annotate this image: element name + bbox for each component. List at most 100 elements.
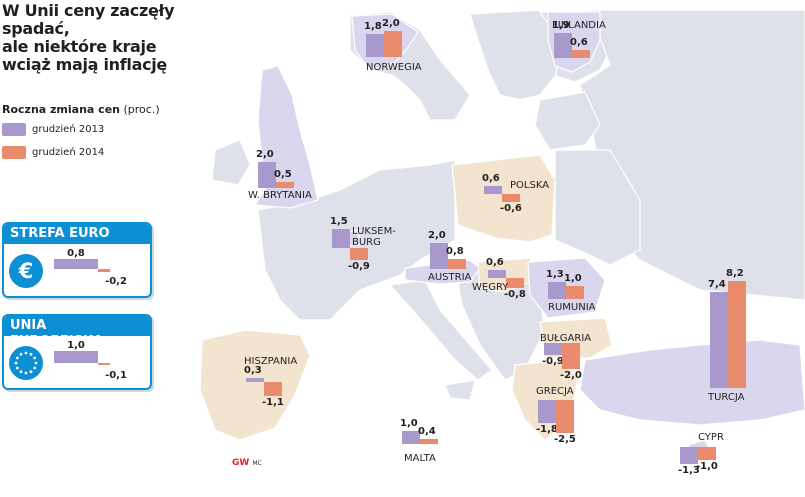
country-label-line: MALTA	[404, 453, 436, 464]
author-initials: MC	[252, 459, 262, 467]
legend-item-2014: grudzień 2014	[2, 146, 104, 159]
bar-bułgaria-2013	[544, 343, 562, 355]
bar-austria-2014	[448, 258, 466, 269]
country-label-luksem-burg: LUKSEM- BURG	[352, 226, 396, 248]
bar-grecja-2014	[556, 400, 574, 433]
value-cypr-2014: -1,0	[696, 461, 718, 472]
legend-swatch-2013	[2, 123, 26, 136]
value-turcja-2013: 7,4	[708, 278, 726, 290]
country-label-line: CYPR	[698, 432, 724, 443]
country-label-line: TURCJA	[708, 392, 745, 403]
country-label-bułgaria: BUŁGARIA	[540, 333, 591, 344]
value-grecja-2013: -1,8	[536, 424, 558, 436]
summary-value-2013: 1,0	[67, 340, 85, 351]
country-label-norwegia: NORWEGIA	[366, 62, 422, 73]
country-label-line: HISZPANIA	[244, 356, 298, 367]
bar-rumunia-2013	[548, 282, 566, 299]
bar-turcja-2013	[710, 291, 728, 388]
summary-box-title: UNIA EUROPEJSKA	[4, 316, 150, 349]
country-label-austria: AUSTRIA	[428, 272, 471, 283]
page-title: W Unii ceny zaczęły spadać, ale niektóre…	[2, 1, 175, 74]
bar-rumunia-2014	[566, 286, 584, 299]
value-malta-2014: 0,4	[418, 425, 436, 437]
country-label-line: FINLANDIA	[552, 20, 606, 31]
credit: GW MC	[232, 458, 262, 468]
country-label-finlandia: FINLANDIA	[552, 20, 606, 31]
eu-stars-ring	[14, 351, 38, 375]
value-luksem-burg-2014: -0,9	[348, 260, 370, 272]
euro-sign-glyph: €	[18, 259, 34, 283]
bar-finlandia-2014	[572, 50, 590, 58]
bar-hiszpania-2014	[264, 382, 282, 397]
summary-value-2014: -0,1	[105, 370, 127, 381]
summary-box-eu-body: 1,0 -0,1	[9, 340, 127, 381]
value-hiszpania-2013: 0,3	[244, 365, 262, 377]
summary-bar-2013	[54, 259, 98, 269]
bar-polska-2014	[502, 194, 520, 202]
country-label-węgry: WĘGRY	[472, 282, 508, 293]
eu-stars-icon	[9, 346, 43, 380]
country-label-w-brytania: W. BRYTANIA	[248, 190, 312, 201]
country-label-line: AUSTRIA	[428, 272, 472, 283]
value-polska-2014: -0,6	[500, 202, 522, 214]
publisher-logo: GW	[232, 458, 250, 468]
summary-box-title: STREFA EURO	[4, 224, 150, 244]
bar-bułgaria-2014	[562, 343, 580, 369]
country-label-polska: POLSKA	[510, 180, 549, 191]
summary-bar-2013	[54, 351, 98, 363]
value-finlandia-2013: 1,9	[552, 20, 570, 32]
legend-swatch-2014	[2, 146, 26, 159]
country-label-line: POLSKA	[510, 180, 550, 191]
summary-box-euro-body: € 0,8 -0,2	[9, 248, 127, 288]
value-grecja-2014: -2,5	[554, 433, 576, 445]
summary-value-2013: 0,8	[67, 248, 85, 259]
value-norwegia-2014: 2,0	[382, 18, 400, 29]
country-label-malta: MALTA	[404, 453, 436, 464]
summary-box-eu: UNIA EUROPEJSKA 1,0 -0,1	[2, 314, 152, 390]
country-label-hiszpania: HISZPANIA	[244, 356, 297, 367]
bar-węgry-2013	[488, 270, 506, 278]
summary-bar-2014	[98, 363, 110, 365]
euro-sign-icon	[9, 254, 43, 288]
bar-malta-2013	[402, 431, 420, 444]
value-luksem-burg-2013: 1,5	[330, 215, 348, 227]
bar-polska-2013	[484, 186, 502, 194]
summary-bar-2014	[98, 269, 110, 272]
country-label-line: LUKSEM-	[352, 226, 396, 237]
bar-węgry-2014	[506, 278, 524, 289]
bar-hiszpania-2013	[246, 378, 264, 382]
country-label-cypr: CYPR	[698, 432, 724, 443]
bar-finlandia-2013	[554, 33, 572, 58]
value-w-brytania-2014: 0,5	[274, 168, 292, 180]
value-austria-2013: 2,0	[428, 230, 446, 241]
summary-box-euro: STREFA EURO € 0,8 -0,2	[2, 222, 152, 298]
country-label-line: WĘGRY	[472, 282, 509, 293]
value-cypr-2013: -1,3	[678, 464, 700, 476]
value-turcja-2014: 8,2	[726, 268, 744, 280]
bar-malta-2014	[420, 438, 438, 444]
bar-grecja-2013	[538, 400, 556, 424]
value-malta-2013: 1,0	[400, 418, 418, 429]
country-label-line: W. BRYTANIA	[248, 190, 312, 201]
legend-heading: Roczna zmiana cen (proc.)	[2, 103, 160, 116]
bar-norwegia-2014	[384, 31, 402, 57]
bar-austria-2013	[430, 243, 448, 269]
value-bułgaria-2014: -2,0	[560, 370, 582, 381]
value-polska-2013: 0,6	[482, 173, 500, 185]
bar-turcja-2014	[728, 281, 746, 388]
country-label-line: RUMUNIA	[548, 302, 596, 313]
value-austria-2014: 0,8	[446, 245, 464, 257]
value-bułgaria-2013: -0,9	[542, 355, 564, 367]
summary-value-2014: -0,2	[105, 276, 127, 287]
value-finlandia-2014: 0,6	[570, 37, 588, 49]
bar-w-brytania-2014	[276, 181, 294, 188]
country-label-line: NORWEGIA	[366, 62, 422, 73]
value-norwegia-2013: 1,8	[364, 20, 382, 32]
bar-luksem-burg-2013	[332, 228, 350, 248]
bar-cypr-2014	[698, 447, 716, 460]
value-węgry-2013: 0,6	[486, 257, 504, 269]
country-label-rumunia: RUMUNIA	[548, 302, 596, 313]
value-rumunia-2014: 1,0	[564, 273, 582, 284]
value-węgry-2014: -0,8	[504, 289, 526, 301]
country-label-grecja: GRECJA	[536, 386, 574, 397]
